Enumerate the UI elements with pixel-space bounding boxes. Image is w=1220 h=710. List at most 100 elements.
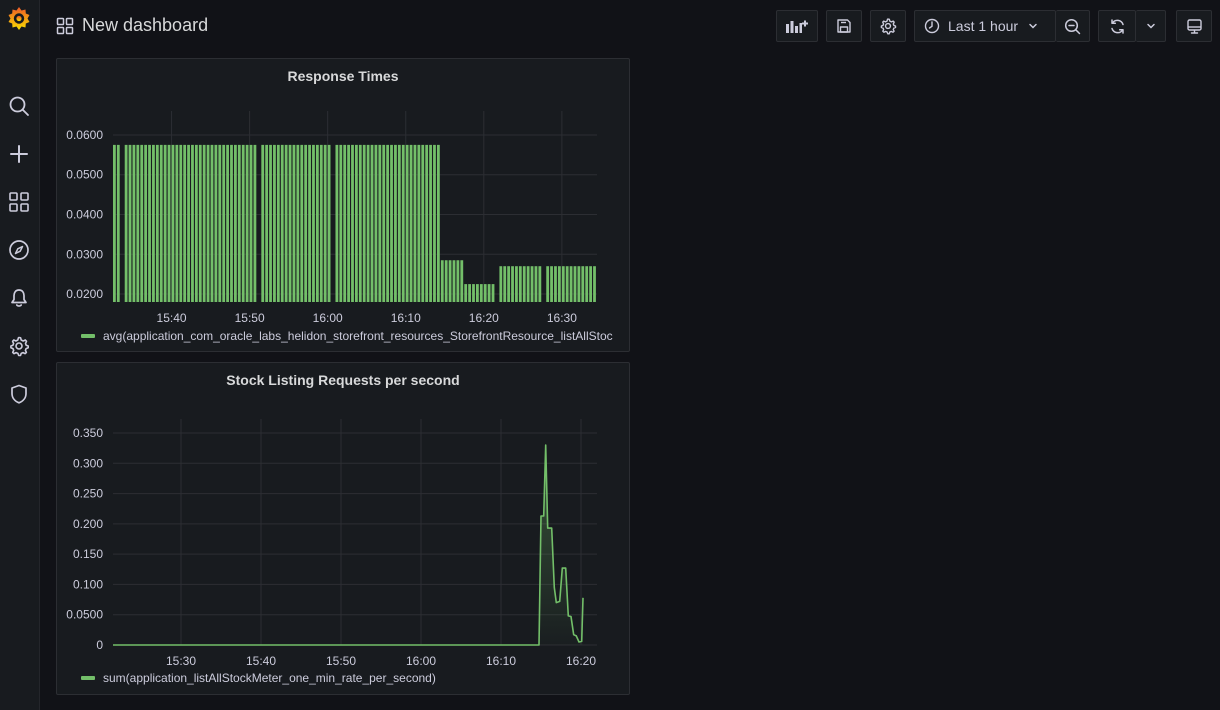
bar <box>460 260 464 302</box>
bar <box>273 144 276 302</box>
save-dashboard-button[interactable] <box>826 10 862 42</box>
chart-legend[interactable]: avg(application_com_oracle_labs_helidon_… <box>81 329 621 343</box>
bar <box>347 144 350 302</box>
bar <box>245 144 249 302</box>
bar <box>429 144 432 302</box>
panel-title[interactable]: Stock Listing Requests per second <box>226 372 460 388</box>
bar <box>573 266 577 302</box>
bar <box>444 260 448 302</box>
bell-icon[interactable] <box>3 282 35 314</box>
add-panel-button[interactable] <box>776 10 818 42</box>
tv-mode-button[interactable] <box>1176 10 1212 42</box>
bar <box>159 144 163 302</box>
bar <box>355 144 358 302</box>
bar <box>487 284 491 302</box>
y-tick-label: 0.0600 <box>66 128 103 142</box>
search-icon[interactable] <box>3 90 35 122</box>
bar <box>472 284 475 302</box>
x-tick-label: 15:40 <box>246 654 276 668</box>
page-title[interactable]: New dashboard <box>82 15 209 35</box>
bar <box>507 266 511 302</box>
chart-legend[interactable]: sum(application_listAllStockMeter_one_mi… <box>81 671 621 685</box>
bar <box>179 144 183 302</box>
bar <box>370 144 374 302</box>
plus-icon[interactable] <box>3 138 35 170</box>
bar <box>300 144 304 302</box>
bar <box>468 284 471 302</box>
bar <box>425 144 429 302</box>
bar <box>452 260 456 302</box>
bar <box>218 144 222 302</box>
time-range-label: Last 1 hour <box>948 18 1019 34</box>
gear-icon[interactable] <box>3 330 35 362</box>
bar <box>526 266 530 302</box>
legend-label: avg(application_com_oracle_labs_helidon_… <box>103 329 613 343</box>
bar <box>339 144 343 302</box>
bar <box>152 144 155 302</box>
bar <box>585 266 589 302</box>
dashboard-settings-button[interactable] <box>870 10 906 42</box>
refresh-interval-dropdown[interactable] <box>1136 10 1166 42</box>
bar <box>315 144 319 302</box>
y-tick-label: 0.100 <box>73 577 103 591</box>
response-times-chart[interactable]: 0.0600 0.0500 0.0400 0.0300 0.0200 15:40 15:50… <box>57 59 631 353</box>
bar <box>323 144 327 302</box>
y-tick-label: 0.0300 <box>66 247 103 261</box>
series-line <box>113 444 584 646</box>
x-tick-label: 16:00 <box>406 654 436 668</box>
panel-title[interactable]: Response Times <box>287 68 399 84</box>
bar <box>405 144 409 302</box>
bar <box>421 144 425 302</box>
bar <box>202 144 206 302</box>
x-tick-label: 15:40 <box>157 311 187 325</box>
bar <box>269 144 272 302</box>
bar <box>589 266 592 302</box>
bar <box>378 144 382 302</box>
bar <box>276 144 280 302</box>
bar <box>577 266 581 302</box>
bar <box>194 144 198 302</box>
bar <box>550 266 553 302</box>
bar <box>401 144 405 302</box>
y-tick-label: 0.250 <box>73 487 103 501</box>
bar <box>554 266 557 302</box>
x-tick-label: 16:10 <box>486 654 516 668</box>
bar <box>433 144 436 302</box>
bar <box>440 260 444 302</box>
bar <box>124 144 128 302</box>
bar <box>538 266 542 302</box>
bar <box>113 144 116 302</box>
bar <box>518 266 522 302</box>
gear-icon <box>880 18 897 35</box>
bar <box>593 266 596 302</box>
compass-icon[interactable] <box>3 234 35 266</box>
bar <box>280 144 284 302</box>
bar <box>183 144 187 302</box>
shield-icon[interactable] <box>3 378 35 410</box>
legend-swatch <box>81 676 95 680</box>
bar <box>382 144 386 302</box>
bar <box>546 266 550 302</box>
bar <box>249 144 253 302</box>
stock-listing-chart[interactable]: 0.350 0.300 0.250 0.200 0.150 0.100 0.0500 0 15:… <box>57 363 631 696</box>
time-range-picker[interactable]: Last 1 hour <box>914 10 1056 42</box>
y-tick-label: 0.0500 <box>66 168 103 182</box>
x-tick-label: 16:00 <box>313 311 343 325</box>
y-tick-label: 0.0200 <box>66 287 103 301</box>
zoom-out-button[interactable] <box>1056 10 1090 42</box>
grafana-logo-icon[interactable] <box>3 3 35 35</box>
refresh-button[interactable] <box>1098 10 1136 42</box>
response-times-panel: Response Times 0.0600 0.0500 0.0400 0.0300 0… <box>56 58 630 352</box>
y-tick-label: 0.0500 <box>66 608 103 622</box>
bar <box>374 144 378 302</box>
bar <box>436 144 440 302</box>
dashboard-grid-icon <box>56 17 74 35</box>
x-tick-label: 15:50 <box>326 654 356 668</box>
bar <box>565 266 569 302</box>
bar <box>253 144 257 302</box>
bar <box>456 260 460 302</box>
dashboards-grid-icon[interactable] <box>3 186 35 218</box>
bar <box>511 266 514 302</box>
bar <box>175 144 179 302</box>
bar <box>327 144 331 302</box>
